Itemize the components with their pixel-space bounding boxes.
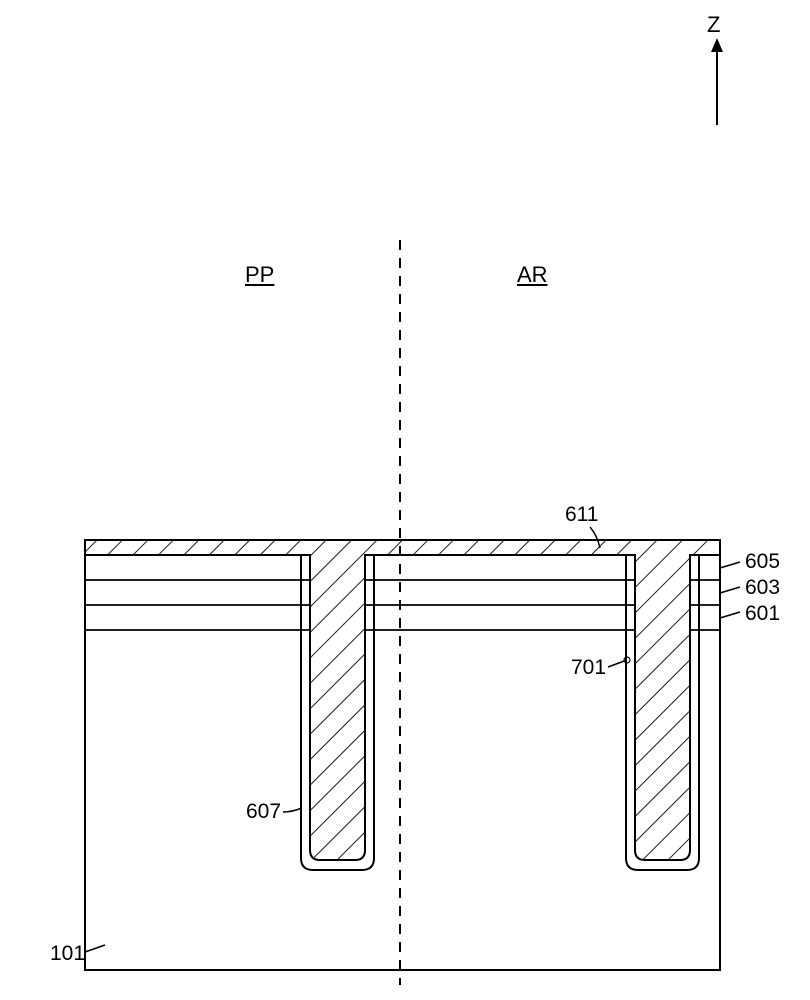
ref-607: 607 xyxy=(246,800,281,824)
ref-611: 611 xyxy=(565,503,598,527)
ref-603: 603 xyxy=(745,576,780,600)
leader-607 xyxy=(283,808,302,812)
leader-101 xyxy=(85,945,105,952)
diagram-root: Z PP AR 611 605 603 601 701 607 101 xyxy=(0,0,810,1000)
layer-611-fill xyxy=(85,540,720,860)
leader-603 xyxy=(720,587,740,593)
region-ar-label: AR xyxy=(517,262,548,288)
region-pp-label: PP xyxy=(245,262,274,288)
leader-605 xyxy=(720,562,740,568)
z-axis-arrowhead xyxy=(711,38,723,52)
ref-605: 605 xyxy=(745,550,780,574)
ref-701: 701 xyxy=(571,656,606,680)
ref-601: 601 xyxy=(745,602,780,626)
z-axis-label: Z xyxy=(707,12,720,38)
ref-101: 101 xyxy=(50,942,85,966)
leader-601 xyxy=(720,612,740,618)
diagram-svg xyxy=(0,0,810,1000)
